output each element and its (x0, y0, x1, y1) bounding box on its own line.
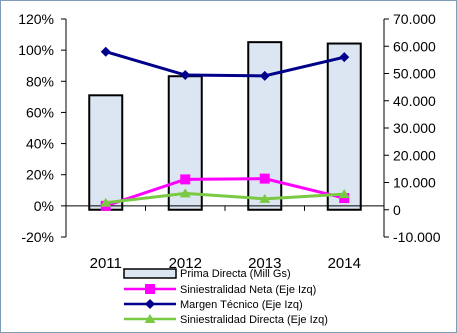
legend-label: Margen Técnico (Eje Izq) (180, 299, 303, 311)
left-tick-label: 40% (26, 136, 54, 152)
legend-label: Prima Directa (Mill Gs) (180, 268, 291, 280)
legend-marker-square (145, 284, 155, 294)
point-diamond-2014 (339, 52, 350, 63)
bar-2011 (88, 94, 124, 211)
left-tick-label: 0% (34, 198, 54, 214)
point-triangle-2011 (100, 197, 112, 207)
legend-label: Siniestralidad Neta (Eje Izq) (180, 284, 316, 296)
point-diamond-2013 (259, 70, 270, 81)
left-tick-label: -20% (21, 229, 54, 245)
legend-marker-triangle (144, 314, 156, 323)
legend-label: Siniestralidad Directa (Eje Izq) (180, 314, 328, 326)
legend-swatch-bar (123, 268, 177, 279)
right-tick-label: 60.000 (393, 38, 436, 54)
right-tick-label: 70.000 (393, 11, 436, 27)
left-tick-label: 60% (26, 104, 54, 120)
right-tick-label: 20.000 (393, 147, 436, 163)
bar-2014 (326, 42, 362, 211)
series-line-diamond (105, 50, 345, 78)
right-tick-label: 40.000 (393, 93, 436, 109)
point-diamond-2011 (100, 46, 111, 57)
x-tick-label: 2013 (248, 255, 281, 272)
right-tick-label: -10.000 (393, 229, 441, 245)
left-tick-label: 20% (26, 167, 54, 183)
x-tick-label: 2012 (169, 255, 202, 272)
series-line-triangle (105, 191, 345, 205)
right-tick-label: 10.000 (393, 175, 436, 191)
point-square-2012 (180, 174, 191, 185)
series-line-square (105, 177, 345, 208)
point-diamond-2012 (180, 70, 191, 81)
legend-marker-diamond (145, 299, 155, 309)
point-triangle-2013 (259, 193, 271, 203)
right-tick-label: 30.000 (393, 120, 436, 136)
point-square-2013 (259, 173, 270, 184)
left-tick-label: 100% (18, 42, 54, 58)
x-tick-label: 2014 (328, 255, 361, 272)
bar-2012 (167, 75, 203, 211)
right-tick-label: 0 (393, 202, 401, 218)
left-tick-label: 80% (26, 73, 54, 89)
bar-2013 (247, 41, 283, 211)
right-tick-label: 50.000 (393, 66, 436, 82)
x-tick-label: 2011 (90, 255, 122, 272)
point-triangle-2012 (179, 188, 191, 198)
left-tick-label: 120% (18, 11, 54, 27)
point-triangle-2014 (338, 189, 350, 199)
